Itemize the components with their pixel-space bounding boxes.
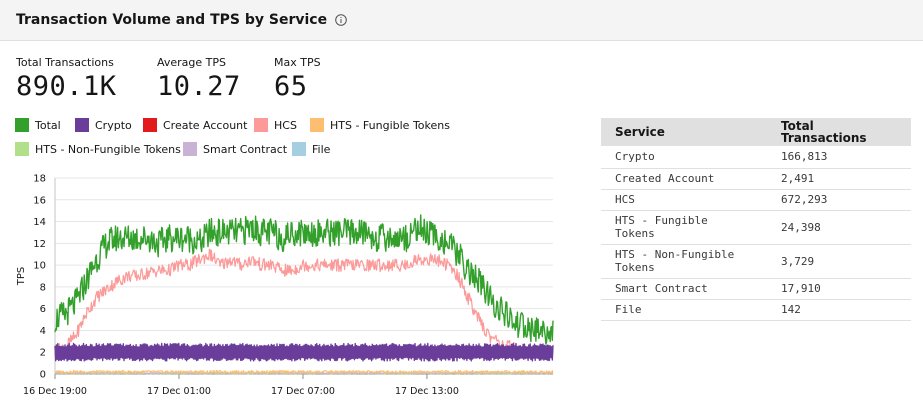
- cell-service: HCS: [601, 189, 767, 211]
- x-tick-label: 17 Dec 13:00: [395, 386, 459, 397]
- legend-label: HCS: [274, 118, 297, 132]
- series-line-hcs: [54, 248, 554, 360]
- y-tick-label: 4: [40, 326, 46, 337]
- table-row: HTS - Fungible Tokens 24,398: [601, 210, 911, 245]
- cell-total: 142: [767, 299, 911, 321]
- legend-label: Total: [35, 118, 61, 132]
- stat-label: Total Transactions: [16, 56, 114, 69]
- x-axis: 16 Dec 19:00 17 Dec 01:00 17 Dec 07:00 17 D…: [23, 373, 553, 397]
- legend-item-hcs[interactable]: HCS: [254, 118, 297, 132]
- stat-average-tps: Average TPS 10.27: [157, 56, 241, 102]
- y-tick-label: 18: [33, 174, 46, 185]
- cell-service: Created Account: [601, 168, 767, 190]
- panel-title: Transaction Volume and TPS by Service: [16, 12, 328, 28]
- service-totals-table: Service Total Transactions Crypto 166,81…: [601, 118, 911, 321]
- legend-swatch: [143, 118, 157, 132]
- y-axis: 0 2 4 6 8 10 12 14 16 18: [33, 174, 56, 381]
- table-row: Created Account 2,491: [601, 168, 911, 190]
- cell-service: HTS - Non-Fungible Tokens: [601, 244, 767, 279]
- x-tick-label: 17 Dec 01:00: [147, 386, 211, 397]
- y-tick-label: 14: [33, 217, 46, 228]
- legend-swatch: [183, 142, 197, 156]
- legend-label: Crypto: [95, 118, 132, 132]
- legend-label: HTS - Non-Fungible Tokens: [35, 142, 181, 156]
- cell-total: 17,910: [767, 278, 911, 300]
- series-line-hts-fungible-tokens: [54, 369, 554, 374]
- legend-swatch: [75, 118, 89, 132]
- legend-label: Smart Contract: [203, 142, 288, 156]
- panel-header: Transaction Volume and TPS by Service: [0, 0, 923, 41]
- legend-item-crypto[interactable]: Crypto: [75, 118, 132, 132]
- cell-service: Smart Contract: [601, 278, 767, 300]
- table-header-row: Service Total Transactions: [601, 118, 911, 146]
- y-tick-label: 2: [40, 348, 46, 359]
- column-header-service[interactable]: Service: [601, 118, 767, 146]
- cell-service: File: [601, 299, 767, 321]
- legend-swatch: [292, 142, 306, 156]
- stat-value: 10.27: [157, 71, 241, 102]
- legend-item-hts-non-fungible[interactable]: HTS - Non-Fungible Tokens: [15, 142, 181, 156]
- table-row: File 142: [601, 299, 911, 321]
- x-tick-label: 16 Dec 19:00: [23, 386, 87, 397]
- table-row: Smart Contract 17,910: [601, 278, 911, 300]
- table-row: Crypto 166,813: [601, 146, 911, 169]
- legend-label: HTS - Fungible Tokens: [330, 118, 450, 132]
- series-line-total: [54, 214, 554, 345]
- legend-item-total[interactable]: Total: [15, 118, 61, 132]
- y-tick-label: 6: [40, 304, 46, 315]
- legend-swatch: [254, 118, 268, 132]
- y-axis-label: TPS: [16, 267, 27, 287]
- cell-total: 24,398: [767, 210, 911, 245]
- cell-total: 672,293: [767, 189, 911, 211]
- series-line-crypto: [54, 342, 554, 362]
- column-header-total-transactions[interactable]: Total Transactions: [767, 118, 911, 146]
- y-tick-label: 8: [40, 282, 46, 293]
- cell-total: 3,729: [767, 244, 911, 279]
- tps-line-chart: 0 2 4 6 8 10 12 14 16 18 16 Dec 19:00 17 Dec 01:00…: [16, 174, 554, 397]
- x-tick-label: 17 Dec 07:00: [271, 386, 335, 397]
- legend-swatch: [15, 118, 29, 132]
- legend-item-create-account[interactable]: Create Account: [143, 118, 247, 132]
- legend-swatch: [310, 118, 324, 132]
- info-icon[interactable]: [335, 14, 347, 26]
- legend-label: Create Account: [163, 118, 248, 132]
- legend-item-smart-contract[interactable]: Smart Contract: [183, 142, 287, 156]
- y-tick-label: 0: [40, 370, 46, 381]
- table-row: HTS - Non-Fungible Tokens 3,729: [601, 244, 911, 279]
- y-tick-label: 16: [33, 195, 46, 206]
- cell-service: Crypto: [601, 146, 767, 169]
- y-tick-label: 10: [33, 261, 46, 272]
- legend-swatch: [15, 142, 29, 156]
- stat-label: Max TPS: [274, 56, 321, 69]
- cell-service: HTS - Fungible Tokens: [601, 210, 767, 245]
- stat-max-tps: Max TPS 65: [274, 56, 321, 102]
- y-tick-label: 12: [33, 239, 46, 250]
- cell-total: 166,813: [767, 146, 911, 169]
- legend-item-hts-fungible[interactable]: HTS - Fungible Tokens: [310, 118, 450, 132]
- legend-label: File: [312, 142, 331, 156]
- stat-total-transactions: Total Transactions 890.1K: [16, 56, 117, 102]
- stat-label: Average TPS: [157, 56, 227, 69]
- chart-series: [54, 214, 554, 375]
- legend-item-file[interactable]: File: [292, 142, 330, 156]
- cell-total: 2,491: [767, 168, 911, 190]
- stat-value: 890.1K: [16, 71, 117, 102]
- stat-value: 65: [274, 71, 308, 102]
- table-row: HCS 672,293: [601, 189, 911, 211]
